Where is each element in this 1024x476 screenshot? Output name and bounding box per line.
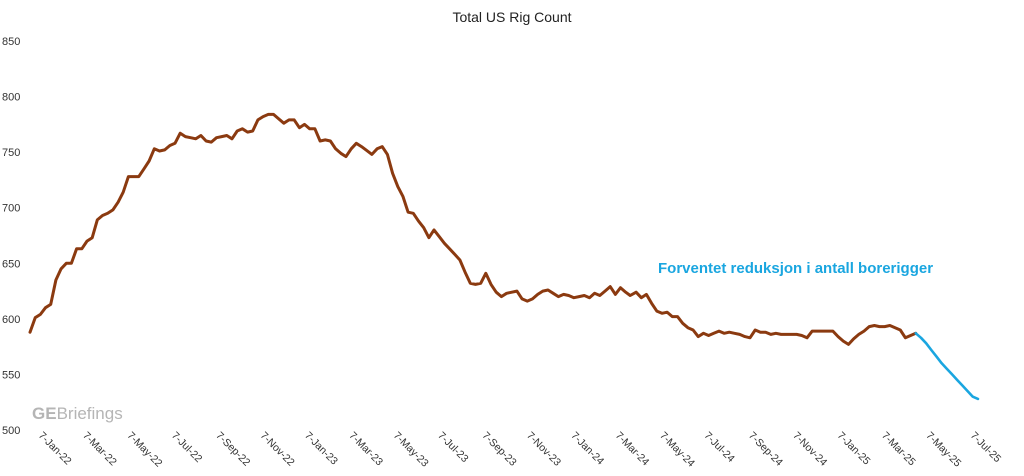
x-tick-label: 7-Nov-22 — [258, 430, 297, 469]
x-tick-label: 7-Jan-22 — [36, 430, 74, 468]
y-tick-label: 750 — [2, 147, 20, 159]
y-tick-label: 600 — [2, 314, 20, 326]
x-tick-label: 7-Sep-23 — [480, 430, 519, 469]
x-tick-label: 7-Jan-24 — [568, 430, 606, 468]
x-tick-label: 7-Mar-23 — [347, 430, 386, 469]
watermark-bold: GE — [32, 404, 57, 423]
x-tick-label: 7-Sep-24 — [746, 430, 785, 469]
x-tick-label: 7-May-23 — [391, 430, 431, 470]
x-axis-ticks: 7-Jan-22 7-Mar-22 7-May-22 7-Jul-22 7-Sep-22… — [36, 430, 1003, 470]
y-tick-label: 700 — [2, 203, 20, 215]
x-tick-label: 7-Mar-22 — [80, 430, 119, 469]
chart-title: Total US Rig Count — [452, 9, 571, 25]
x-tick-label: 7-Nov-24 — [790, 430, 829, 469]
x-tick-label: 7-May-24 — [657, 430, 697, 470]
x-tick-label: 7-Nov-23 — [524, 430, 563, 469]
x-tick-label: 7-Mar-25 — [879, 430, 918, 469]
y-tick-label: 500 — [2, 425, 20, 437]
series-lines — [28, 112, 980, 401]
x-tick-label: 7-Sep-22 — [213, 430, 252, 469]
x-tick-label: 7-Jul-24 — [702, 430, 737, 465]
y-axis-ticks: 850 800 750 700 650 600 550 500 — [2, 36, 20, 437]
y-tick-label: 800 — [2, 92, 20, 104]
x-tick-label: 7-Jan-25 — [835, 430, 873, 468]
x-tick-label: 7-May-25 — [923, 430, 963, 470]
x-tick-label: 7-May-22 — [125, 430, 165, 470]
x-tick-label: 7-Jul-22 — [169, 430, 204, 465]
x-tick-label: 7-Mar-24 — [613, 430, 652, 469]
watermark-regular: Briefings — [57, 404, 123, 423]
y-tick-label: 650 — [2, 258, 20, 270]
forecast-line — [914, 331, 980, 401]
forecast-annotation: Forventet reduksjon i antall borerigger — [658, 260, 933, 277]
x-tick-label: 7-Jan-23 — [302, 430, 340, 468]
rig-count-line — [28, 112, 918, 346]
x-tick-label: 7-Jul-23 — [435, 430, 470, 465]
y-tick-label: 850 — [2, 36, 20, 48]
y-tick-label: 550 — [2, 369, 20, 381]
x-tick-label: 7-Jul-25 — [968, 430, 1003, 465]
watermark: GEBriefings — [32, 404, 123, 423]
